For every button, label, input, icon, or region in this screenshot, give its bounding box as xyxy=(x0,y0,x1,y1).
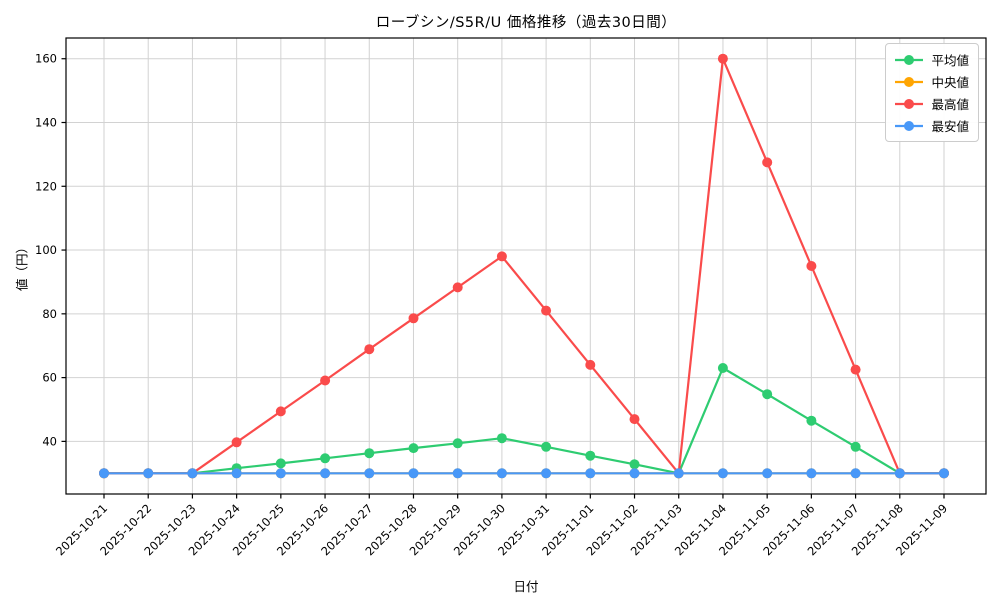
data-point xyxy=(452,468,463,479)
y-tick-label: 60 xyxy=(42,371,57,385)
data-point xyxy=(452,282,463,293)
data-point xyxy=(806,415,817,426)
plot-frame xyxy=(65,37,987,495)
data-point xyxy=(673,468,684,479)
legend-marker-icon xyxy=(895,76,924,87)
data-point xyxy=(850,364,861,375)
data-point xyxy=(762,468,773,479)
data-point xyxy=(629,414,640,425)
data-point xyxy=(496,433,507,444)
legend-entry-最高値: 最高値 xyxy=(894,93,969,114)
data-point xyxy=(408,468,419,479)
legend-entry-最安値: 最安値 xyxy=(894,115,969,136)
data-point xyxy=(894,468,905,479)
y-tick-label: 100 xyxy=(35,243,57,257)
data-point xyxy=(275,406,286,417)
y-tick-label: 140 xyxy=(35,116,57,130)
data-point xyxy=(408,313,419,324)
data-point xyxy=(585,359,596,370)
data-point xyxy=(364,344,375,355)
data-point xyxy=(496,251,507,262)
x-axis-label: 日付 xyxy=(513,579,539,594)
legend-marker-icon xyxy=(895,98,924,109)
data-point xyxy=(717,468,728,479)
legend-marker-icon xyxy=(895,54,924,65)
y-tick-label: 120 xyxy=(35,179,57,193)
y-tick-label: 160 xyxy=(35,52,57,66)
data-point xyxy=(408,443,419,454)
legend-marker-icon xyxy=(895,120,924,131)
data-point xyxy=(850,441,861,452)
data-point xyxy=(364,468,375,479)
series-line-2 xyxy=(104,57,944,475)
data-point xyxy=(629,459,640,470)
data-point xyxy=(452,438,463,449)
data-point xyxy=(585,468,596,479)
data-point xyxy=(806,468,817,479)
data-point xyxy=(320,375,331,386)
series-line-0 xyxy=(104,366,944,475)
data-point xyxy=(762,389,773,400)
y-tick-label: 40 xyxy=(42,434,57,448)
data-point xyxy=(629,468,640,479)
legend-label: 平均値 xyxy=(931,53,969,68)
data-point xyxy=(231,468,242,479)
data-point xyxy=(762,157,773,168)
data-point xyxy=(143,468,154,479)
data-point xyxy=(275,458,286,469)
data-point xyxy=(320,453,331,464)
data-point xyxy=(585,450,596,461)
data-point xyxy=(717,363,728,373)
data-point xyxy=(99,468,109,479)
data-point xyxy=(806,261,817,271)
data-point xyxy=(275,468,286,479)
data-point xyxy=(541,441,552,452)
legend-label: 中央値 xyxy=(931,75,969,90)
legend-entry-平均値: 平均値 xyxy=(894,49,969,70)
legend-entry-中央値: 中央値 xyxy=(894,71,969,92)
data-point xyxy=(496,468,507,479)
data-point xyxy=(541,305,552,316)
legend: 平均値中央値最高値最安値 xyxy=(885,43,979,142)
legend-label: 最安値 xyxy=(931,119,969,134)
data-point xyxy=(541,468,552,479)
data-point xyxy=(717,53,728,64)
chart-title: ローブシン/S5R/U 価格推移（過去30日間） xyxy=(375,15,677,31)
data-point xyxy=(187,468,198,479)
data-point xyxy=(320,468,331,479)
legend-label: 最高値 xyxy=(931,97,969,112)
data-point xyxy=(364,448,375,459)
y-tick-label: 80 xyxy=(42,307,57,321)
data-point xyxy=(850,468,861,479)
data-point xyxy=(939,468,949,479)
data-point xyxy=(231,437,242,448)
